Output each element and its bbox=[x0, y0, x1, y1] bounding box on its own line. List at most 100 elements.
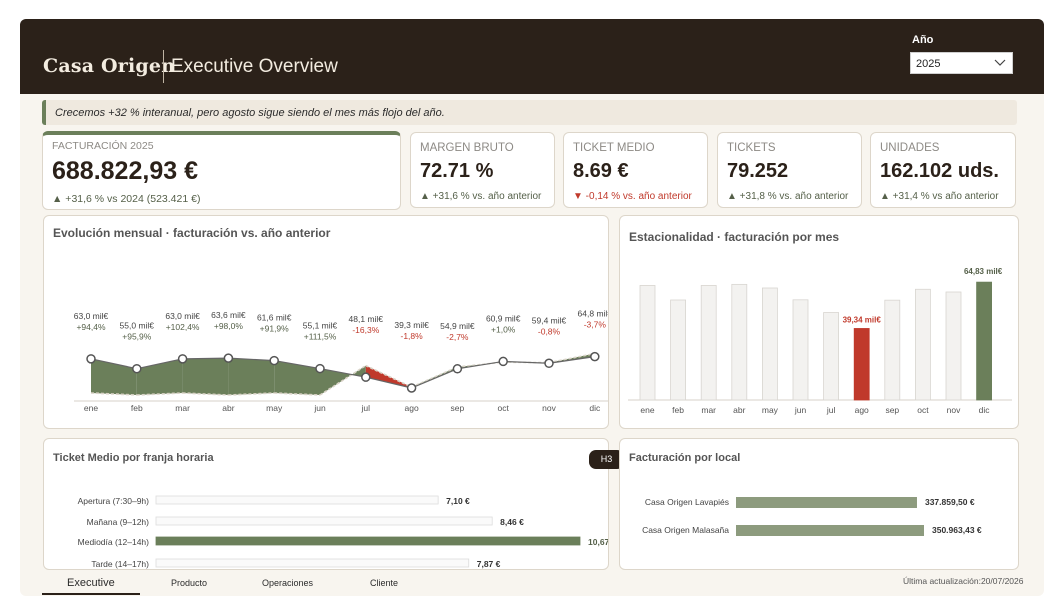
timeslot-bar bbox=[155, 558, 470, 568]
data-point bbox=[177, 354, 188, 364]
store-bar bbox=[736, 525, 924, 536]
ticket-by-timeslot-chart: Apertura (7:30–9h) 7,10 € Mañana (9–12h) 8,… bbox=[78, 495, 608, 569]
revenue-by-store-panel: Facturación por local Casa Origen Lavapi… bbox=[619, 438, 1019, 570]
value-label: 63,0 mil€ bbox=[74, 311, 109, 321]
month-bar bbox=[884, 299, 901, 401]
growth-label: -3,7% bbox=[584, 320, 607, 330]
data-point bbox=[132, 363, 142, 374]
prior-year-line bbox=[548, 352, 595, 364]
prior-year-line bbox=[136, 392, 183, 396]
growth-label: +98,0% bbox=[214, 321, 244, 331]
data-point bbox=[269, 355, 279, 366]
area-segment bbox=[91, 358, 137, 395]
tab-operaciones[interactable]: Operaciones bbox=[262, 578, 314, 588]
tab-executive[interactable]: Executive bbox=[67, 577, 115, 589]
month-bar bbox=[976, 281, 993, 401]
x-tick-label: jun bbox=[313, 403, 326, 413]
current-year-line bbox=[503, 360, 550, 364]
x-tick-label: nov bbox=[542, 403, 556, 413]
month-bar bbox=[914, 288, 931, 401]
growth-label: +95,9% bbox=[122, 332, 152, 342]
tab-producto[interactable]: Producto bbox=[171, 578, 208, 588]
month-bar bbox=[823, 312, 840, 401]
value-label: 55,0 mil€ bbox=[120, 321, 155, 331]
x-tick-label: feb bbox=[131, 403, 143, 413]
seasonality-chart: ene feb mar abr may jun jul ago sep oct nov dic 39,3… bbox=[628, 267, 1012, 415]
store-bar bbox=[736, 497, 917, 508]
x-tick-label: ene bbox=[640, 405, 654, 415]
kpi-label: UNIDADES bbox=[880, 142, 940, 154]
value-label: 59,4 mil€ bbox=[532, 315, 567, 325]
prior-year-line bbox=[90, 392, 137, 396]
x-tick-label: oct bbox=[498, 403, 510, 413]
growth-label: +94,4% bbox=[76, 322, 106, 332]
growth-label: -2,7% bbox=[446, 332, 469, 342]
data-point bbox=[498, 356, 508, 367]
h3-badge-button[interactable]: H3 bbox=[589, 450, 624, 469]
prior-year-line bbox=[411, 366, 458, 388]
x-tick-label: jun bbox=[794, 405, 807, 415]
x-tick-label: abr bbox=[733, 405, 745, 415]
tab-cliente[interactable]: Cliente bbox=[370, 578, 399, 588]
growth-label: +1,0% bbox=[491, 324, 516, 334]
x-tick-label: may bbox=[762, 405, 779, 415]
monthly-evolution-panel: Evolución mensual · facturación vs. año … bbox=[43, 215, 609, 429]
x-tick-label: feb bbox=[672, 405, 684, 415]
data-point bbox=[406, 383, 417, 393]
kpi-delta: ▲ +31,6 % vs 2024 (523.421 €) bbox=[52, 193, 201, 205]
value-label: 60,9 mil€ bbox=[486, 313, 521, 323]
value-label: 350.963,43 € bbox=[932, 525, 982, 535]
prior-year-line bbox=[182, 392, 229, 396]
current-year-line bbox=[182, 357, 229, 360]
x-tick-label: dic bbox=[589, 403, 601, 413]
data-point bbox=[86, 354, 96, 364]
value-label: 61,6 mil€ bbox=[257, 313, 292, 323]
area-segment bbox=[182, 358, 229, 395]
x-tick-label: sep bbox=[451, 403, 465, 413]
data-point bbox=[452, 364, 463, 374]
current-year-line bbox=[411, 368, 458, 389]
year-dropdown[interactable]: 2025 bbox=[910, 52, 1013, 74]
revenue-by-store-chart: Casa Origen Lavapiés 337.859,50 € Casa Ori… bbox=[642, 497, 982, 536]
kpi-delta: ▲ +31,8 % vs. año anterior bbox=[727, 191, 849, 202]
current-year-line bbox=[457, 360, 504, 370]
value-label: 8,46 € bbox=[500, 517, 524, 527]
x-tick-label: may bbox=[266, 403, 283, 413]
kpi-gross-margin-card: MARGEN BRUTO 72.71 % ▲ +31,6 % vs. año a… bbox=[410, 132, 555, 208]
last-updated: Última actualización:20/07/2026 bbox=[903, 576, 1024, 586]
kpi-value: 79.252 bbox=[727, 160, 789, 182]
data-point bbox=[315, 363, 325, 374]
chevron-down-icon bbox=[994, 59, 1006, 66]
growth-label: +91,9% bbox=[260, 324, 290, 334]
value-label: 337.859,50 € bbox=[925, 497, 975, 507]
prior-year-line bbox=[274, 392, 321, 396]
active-tab-indicator bbox=[42, 593, 140, 595]
area-segment bbox=[136, 358, 183, 395]
current-year-line bbox=[90, 358, 137, 370]
kpi-label: TICKET MEDIO bbox=[573, 142, 655, 154]
growth-label: -0,8% bbox=[538, 326, 561, 336]
timeslot-bar bbox=[155, 495, 439, 505]
kpi-value: 162.102 uds. bbox=[880, 160, 999, 182]
x-tick-label: mar bbox=[175, 403, 190, 413]
x-tick-label: oct bbox=[917, 405, 929, 415]
value-label: 63,6 mil€ bbox=[211, 310, 246, 320]
data-point bbox=[590, 351, 600, 362]
value-label: 64,8 mil€ bbox=[578, 309, 608, 319]
x-tick-label: ago bbox=[855, 405, 869, 415]
x-tick-label: nov bbox=[947, 405, 961, 415]
value-label: 7,87 € bbox=[477, 559, 501, 569]
panel-title: Evolución mensual · facturación vs. año … bbox=[53, 226, 331, 240]
value-label: 63,0 mil€ bbox=[165, 311, 200, 321]
kpi-delta: ▲ +31,4 % vs año anterior bbox=[880, 191, 999, 202]
current-year-line bbox=[228, 357, 275, 362]
value-label: 7,10 € bbox=[446, 496, 470, 506]
month-bar bbox=[731, 283, 748, 401]
current-year-line bbox=[274, 359, 321, 370]
year-dropdown-value: 2025 bbox=[916, 58, 941, 70]
category-label: Mañana (9–12h) bbox=[87, 517, 150, 527]
kpi-delta: ▼ -0,14 % vs. año anterior bbox=[573, 191, 692, 202]
kpi-revenue-card: FACTURACIÓN 2025 688.822,93 € ▲ +31,6 % … bbox=[42, 131, 401, 210]
category-label: Apertura (7:30–9h) bbox=[78, 496, 150, 506]
